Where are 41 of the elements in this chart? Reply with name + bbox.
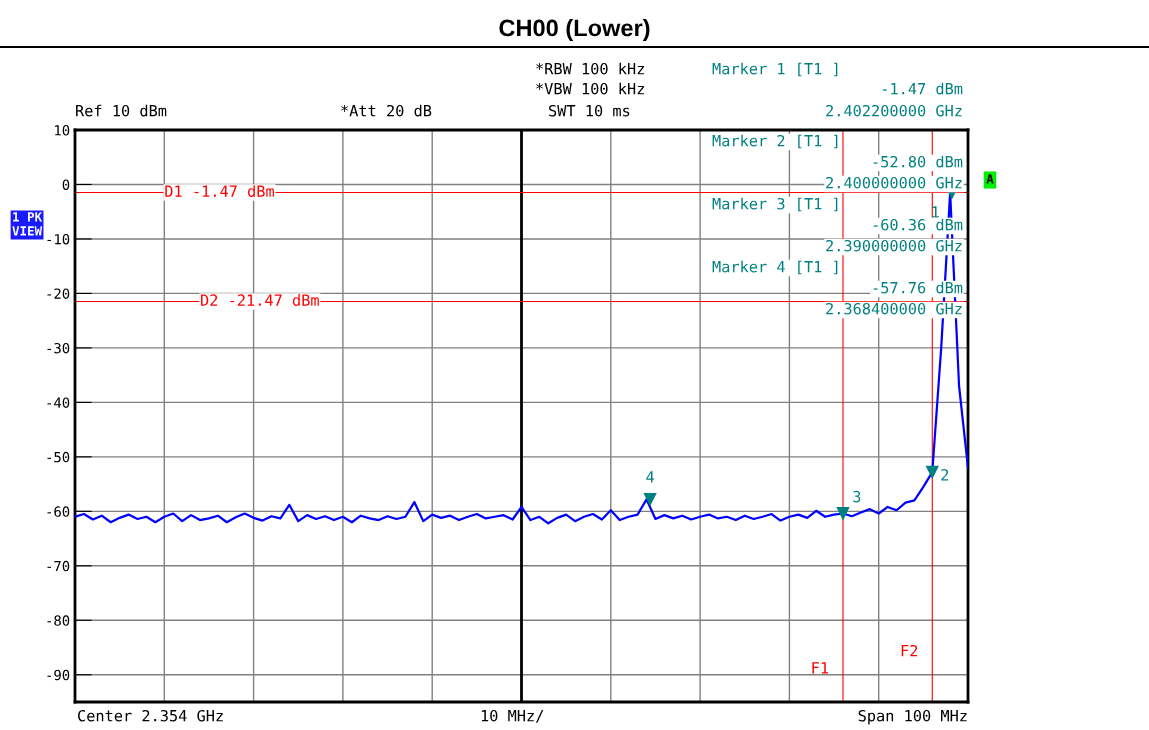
annotation: -60.36 dBm (873, 218, 963, 231)
annotation: Marker 2 [T1 ] (712, 134, 838, 149)
y-tick-label: 10 (55, 125, 70, 136)
text: *RBW 100 kHz (536, 62, 644, 75)
text: Marker 1 [T1 ] (712, 62, 838, 77)
chart-title: CH00 (Lower) (499, 19, 650, 42)
ref-line-label: D1 -1.47 dBm (165, 185, 274, 197)
y-tick-label: -40 (47, 397, 70, 408)
annotation: 2.400000000 GHz (826, 176, 962, 189)
y-tick-label: -10 (47, 233, 70, 245)
text: A (986, 174, 994, 184)
y-tick-label: -20 (47, 288, 70, 299)
y-tick-label: -80 (47, 615, 70, 626)
annotation: 4 (646, 471, 654, 483)
text: SWT 10 ms (549, 104, 630, 117)
text: *Att 20 dB (341, 104, 432, 117)
annotation: Marker 3 [T1 ] (712, 197, 838, 212)
annotation: 2.390000000 GHz (826, 239, 962, 252)
annotation: 2 (941, 469, 949, 481)
y-tick-label: -50 (47, 451, 70, 463)
text: Ref 10 dBm (76, 104, 167, 117)
y-tick-label: -60 (47, 506, 70, 517)
annotation: Marker 4 [T1 ] (712, 260, 838, 275)
text: Span 100 MHz (858, 709, 967, 725)
text: F2 (901, 644, 918, 657)
text: F1 (812, 662, 829, 674)
text: -1.47 dBm (882, 82, 963, 95)
y-tick-label: 0 (62, 179, 70, 190)
annotation: -57.76 dBm (873, 281, 963, 294)
text: 10 MHz/ (481, 709, 544, 723)
ref-line-label: D2 -21.47 dBm (201, 294, 319, 306)
annotation: 2.368400000 GHz (826, 302, 962, 315)
y-tick-label: -90 (47, 669, 70, 681)
y-tick-label: -30 (47, 342, 70, 354)
text: *VBW 100 kHz (536, 82, 644, 95)
text: 1 PK VIEW (12, 212, 43, 236)
text: Center 2.354 GHz (78, 709, 223, 722)
annotation: 3 (853, 490, 861, 503)
annotation: -52.80 dBm (873, 155, 963, 168)
text: 2.402200000 GHz (826, 104, 962, 117)
y-tick-label: -70 (47, 560, 70, 572)
